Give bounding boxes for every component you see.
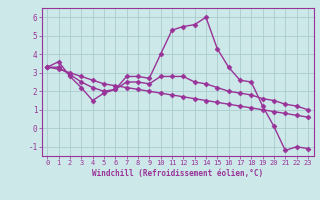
X-axis label: Windchill (Refroidissement éolien,°C): Windchill (Refroidissement éolien,°C) [92, 169, 263, 178]
